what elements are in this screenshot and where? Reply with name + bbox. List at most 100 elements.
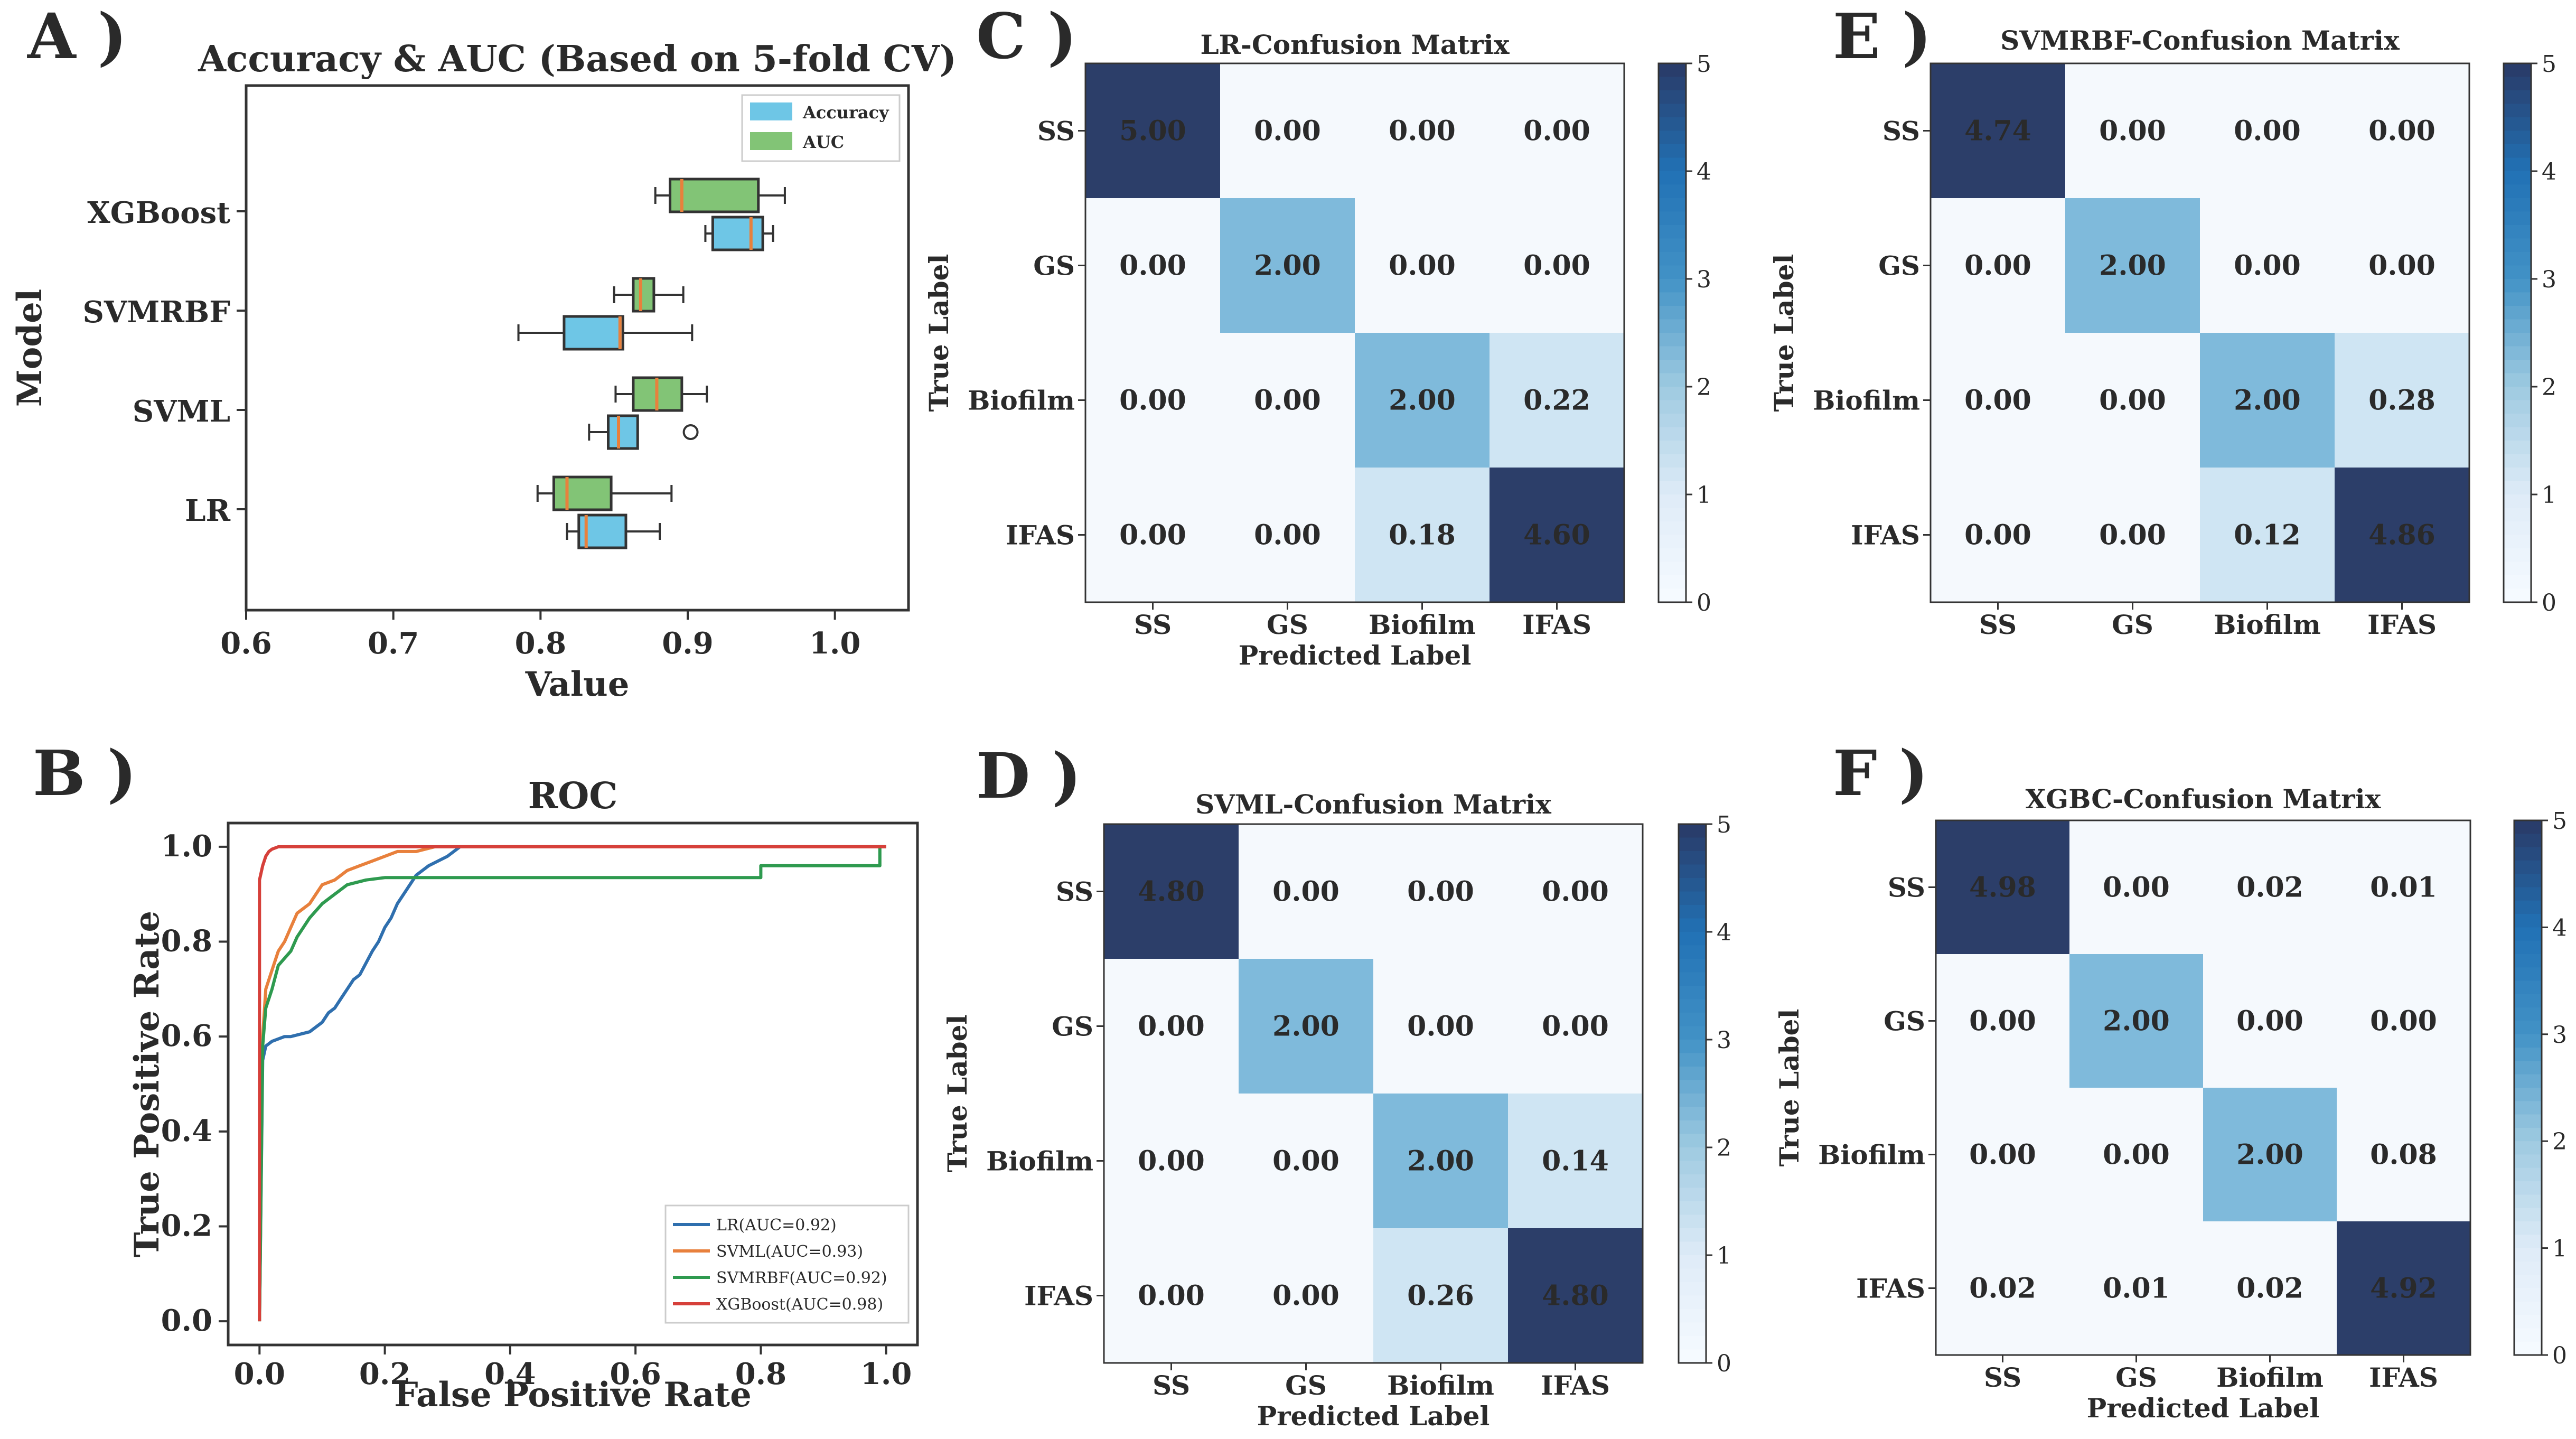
y-tick-label: 1.0 — [161, 829, 212, 864]
matrix-cell — [1104, 959, 1239, 1094]
colorbar-segment — [1679, 1282, 1706, 1296]
matrix-cell — [1931, 468, 2065, 602]
colorbar-segment — [2504, 387, 2531, 401]
confusion-matrix-e: SVMRBF-Confusion Matrix 4.74 0.00 0.00 0.00 0… — [1768, 25, 2556, 640]
colorbar-segment — [2514, 1048, 2542, 1062]
panel-label-e: E ) — [1833, 0, 1932, 73]
cell-value: 0.00 — [1272, 1145, 1339, 1178]
colorbar-segment — [1659, 373, 1686, 387]
cell-value: 0.00 — [2099, 115, 2166, 147]
legend-label: SVMRBF(AUC=0.92) — [716, 1269, 887, 1287]
legend-label: LR(AUC=0.92) — [716, 1216, 837, 1235]
matrix-cell — [1239, 1228, 1373, 1363]
x-tick-label: Biofilm — [1369, 609, 1476, 640]
colorbar-segment — [2514, 1021, 2542, 1035]
colorbar-segment — [1679, 932, 1706, 946]
colorbar-segment — [2504, 225, 2531, 239]
y-tick-label: 0.0 — [161, 1303, 212, 1338]
x-tick-label: 1.0 — [809, 626, 860, 661]
colorbar-segment — [1679, 1147, 1706, 1162]
colorbar-segment — [1659, 427, 1686, 441]
cell-value: 4.80 — [1138, 876, 1205, 908]
colorbar-segment — [1679, 851, 1706, 865]
colorbar-segment — [2514, 1088, 2542, 1102]
matrix-cell — [2065, 468, 2200, 602]
matrix-cell — [1220, 333, 1355, 468]
colorbar-segment — [2514, 1301, 2542, 1316]
cell-value: 0.00 — [1389, 115, 1456, 147]
x-tick-label: IFAS — [1541, 1370, 1610, 1401]
y-tick-label: Biofilm — [1813, 385, 1920, 416]
legend-label: AUC — [802, 132, 844, 152]
colorbar-segment — [2514, 860, 2542, 875]
colorbar-segment — [1659, 414, 1686, 428]
colorbar-segment — [2504, 400, 2531, 414]
colorbar-tick-label: 4 — [2542, 158, 2556, 185]
matrix-cell — [2335, 198, 2469, 333]
cell-value: 0.00 — [2103, 872, 2170, 904]
matrix-cell — [1490, 333, 1624, 468]
x-tick-label: 0.7 — [368, 626, 419, 661]
y-tick-label: GS — [1884, 1006, 1925, 1037]
cell-value: 0.22 — [1523, 385, 1590, 417]
colorbar-segment — [1659, 508, 1686, 522]
y-axis-label: True Label — [1774, 1009, 1805, 1167]
plot-frame — [227, 821, 919, 1347]
colorbar-segment — [2514, 1328, 2542, 1342]
colorbar-segment — [1679, 864, 1706, 879]
cell-value: 0.02 — [2236, 1273, 2303, 1305]
y-axis-label: True Positive Rate — [127, 911, 167, 1257]
colorbar-segment — [2504, 427, 2531, 441]
cell-value: 0.00 — [1407, 876, 1474, 908]
y-tick-label: GS — [1052, 1011, 1093, 1042]
colorbar-segment — [2504, 468, 2531, 482]
colorbar-segment — [2504, 494, 2531, 509]
x-tick-label: GS — [1285, 1370, 1327, 1401]
matrix-cell — [2200, 333, 2335, 468]
colorbar-frame — [1657, 62, 1687, 603]
y-tick-label: 0.2 — [161, 1208, 212, 1243]
colorbar-segment — [2514, 1288, 2542, 1302]
colorbar-segment — [1659, 333, 1686, 347]
matrix-cell — [2337, 1221, 2470, 1355]
colorbar-segment — [1659, 319, 1686, 333]
colorbar-tick-label: 5 — [1697, 51, 1711, 78]
matrix-cell — [1373, 824, 1508, 959]
colorbar-tick-label: 2 — [2552, 1128, 2567, 1155]
colorbar-segment — [1679, 1120, 1706, 1135]
colorbar-segment — [1659, 360, 1686, 374]
colorbar-segment — [2514, 1167, 2542, 1182]
roc-curve — [258, 845, 886, 1322]
cell-value: 2.00 — [2103, 1005, 2170, 1038]
cell-value: 0.00 — [2099, 385, 2166, 417]
colorbar-tick-label: 2 — [1697, 374, 1711, 401]
cell-value: 0.00 — [1523, 115, 1590, 147]
x-tick-label: Biofilm — [1387, 1370, 1494, 1401]
matrix-frame — [1935, 819, 2471, 1356]
matrix-cell — [2200, 63, 2335, 198]
cell-value: 0.00 — [2368, 250, 2436, 282]
colorbar-segment — [2504, 548, 2531, 563]
matrix-cell — [1936, 820, 2069, 954]
colorbar-tick-label: 4 — [1697, 158, 1711, 185]
roc-chart-b: ROC 0.0 0.0 0.2 0.2 0.4 0.4 0.6 0.6 0.8 0.8 1.0 1.0 F… — [127, 775, 919, 1415]
colorbar-tick-label: 1 — [2552, 1236, 2567, 1263]
matrix-cell — [1104, 824, 1239, 959]
y-tick-label: Biofilm — [986, 1146, 1093, 1177]
y-axis-label: True Label — [923, 254, 954, 412]
cell-value: 0.00 — [1542, 876, 1609, 908]
colorbar-segment — [1659, 548, 1686, 563]
colorbar-segment — [2514, 1061, 2542, 1075]
cell-value: 0.00 — [2370, 1005, 2437, 1038]
colorbar-frame — [2513, 819, 2543, 1356]
matrix-cell — [1936, 1221, 2069, 1355]
colorbar-segment — [2514, 1154, 2542, 1169]
x-tick-label: IFAS — [1522, 609, 1591, 640]
cell-value: 0.00 — [1254, 385, 1321, 417]
y-tick-label: GS — [1878, 250, 1920, 282]
box — [607, 414, 639, 450]
matrix-cell — [1490, 198, 1624, 333]
colorbar-segment — [2514, 914, 2542, 928]
matrix-cell — [2065, 333, 2200, 468]
colorbar-segment — [2504, 521, 2531, 536]
